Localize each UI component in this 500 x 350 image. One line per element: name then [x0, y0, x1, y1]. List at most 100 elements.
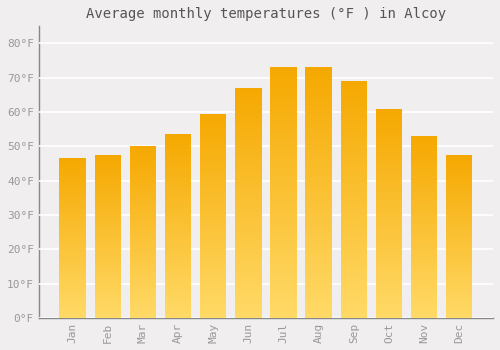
- Bar: [270, 170, 296, 173]
- Bar: [165, 180, 191, 182]
- Bar: [165, 270, 191, 272]
- Bar: [340, 190, 367, 192]
- Bar: [130, 282, 156, 284]
- Bar: [60, 208, 86, 209]
- Bar: [340, 266, 367, 268]
- Bar: [235, 120, 262, 122]
- Bar: [235, 166, 262, 168]
- Bar: [270, 288, 296, 290]
- Bar: [340, 223, 367, 226]
- Bar: [376, 280, 402, 282]
- Bar: [200, 238, 226, 240]
- Bar: [165, 303, 191, 305]
- Bar: [235, 150, 262, 152]
- Bar: [411, 261, 438, 264]
- Bar: [446, 193, 472, 194]
- Bar: [376, 236, 402, 238]
- Bar: [200, 189, 226, 191]
- Bar: [130, 247, 156, 249]
- Bar: [60, 214, 86, 216]
- Bar: [165, 211, 191, 213]
- Bar: [60, 189, 86, 190]
- Bar: [94, 238, 121, 240]
- Bar: [165, 167, 191, 169]
- Bar: [270, 180, 296, 183]
- Bar: [446, 230, 472, 232]
- Bar: [200, 308, 226, 310]
- Bar: [94, 170, 121, 171]
- Bar: [165, 232, 191, 233]
- Bar: [270, 77, 296, 80]
- Bar: [306, 230, 332, 233]
- Bar: [306, 270, 332, 273]
- Bar: [270, 150, 296, 153]
- Bar: [376, 119, 402, 121]
- Bar: [200, 120, 226, 122]
- Bar: [306, 165, 332, 168]
- Bar: [235, 274, 262, 277]
- Bar: [130, 258, 156, 260]
- Bar: [376, 184, 402, 186]
- Bar: [340, 140, 367, 143]
- Bar: [94, 184, 121, 186]
- Bar: [60, 238, 86, 240]
- Bar: [306, 258, 332, 260]
- Bar: [411, 285, 438, 287]
- Bar: [94, 202, 121, 204]
- Bar: [130, 157, 156, 159]
- Bar: [340, 84, 367, 86]
- Bar: [376, 213, 402, 215]
- Bar: [60, 251, 86, 253]
- Bar: [200, 130, 226, 132]
- Bar: [411, 189, 438, 191]
- Bar: [130, 296, 156, 298]
- Bar: [235, 231, 262, 233]
- Bar: [235, 146, 262, 148]
- Bar: [235, 316, 262, 318]
- Bar: [60, 166, 86, 168]
- Bar: [165, 261, 191, 263]
- Bar: [446, 223, 472, 225]
- Bar: [270, 255, 296, 258]
- Bar: [446, 289, 472, 290]
- Bar: [60, 249, 86, 251]
- Bar: [411, 249, 438, 251]
- Bar: [270, 205, 296, 208]
- Bar: [235, 93, 262, 95]
- Bar: [94, 209, 121, 210]
- Bar: [60, 173, 86, 174]
- Bar: [306, 295, 332, 298]
- Bar: [446, 262, 472, 264]
- Bar: [340, 271, 367, 273]
- Bar: [376, 293, 402, 295]
- Bar: [130, 211, 156, 213]
- Bar: [60, 220, 86, 222]
- Bar: [235, 168, 262, 171]
- Bar: [376, 155, 402, 157]
- Bar: [270, 298, 296, 300]
- Bar: [200, 167, 226, 169]
- Bar: [340, 193, 367, 195]
- Bar: [446, 254, 472, 256]
- Bar: [411, 153, 438, 154]
- Bar: [165, 288, 191, 290]
- Bar: [411, 183, 438, 185]
- Bar: [200, 304, 226, 306]
- Bar: [165, 204, 191, 206]
- Bar: [411, 202, 438, 203]
- Bar: [340, 100, 367, 103]
- Bar: [235, 309, 262, 311]
- Bar: [376, 159, 402, 161]
- Bar: [165, 140, 191, 142]
- Bar: [306, 255, 332, 258]
- Bar: [270, 245, 296, 248]
- Bar: [446, 248, 472, 250]
- Bar: [165, 230, 191, 232]
- Bar: [340, 150, 367, 152]
- Bar: [340, 316, 367, 318]
- Bar: [306, 308, 332, 310]
- Bar: [235, 215, 262, 217]
- Bar: [165, 237, 191, 239]
- Bar: [306, 235, 332, 238]
- Bar: [60, 216, 86, 217]
